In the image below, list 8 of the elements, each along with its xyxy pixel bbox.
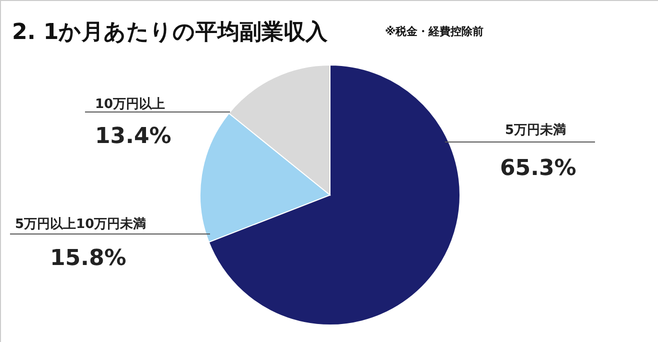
- chart-subtitle: ※税金・経費控除前: [385, 25, 484, 38]
- slice-label: 10万円以上: [95, 97, 166, 112]
- slice-label: 5万円未満: [505, 123, 566, 138]
- slice-label: 5万円以上10万円未満: [15, 217, 146, 232]
- data-label: 13.4%: [95, 124, 172, 149]
- data-label: 15.8%: [50, 246, 126, 271]
- data-label: 65.3%: [500, 156, 576, 181]
- chart-title: 2. 1か月あたりの平均副業収入: [12, 20, 329, 45]
